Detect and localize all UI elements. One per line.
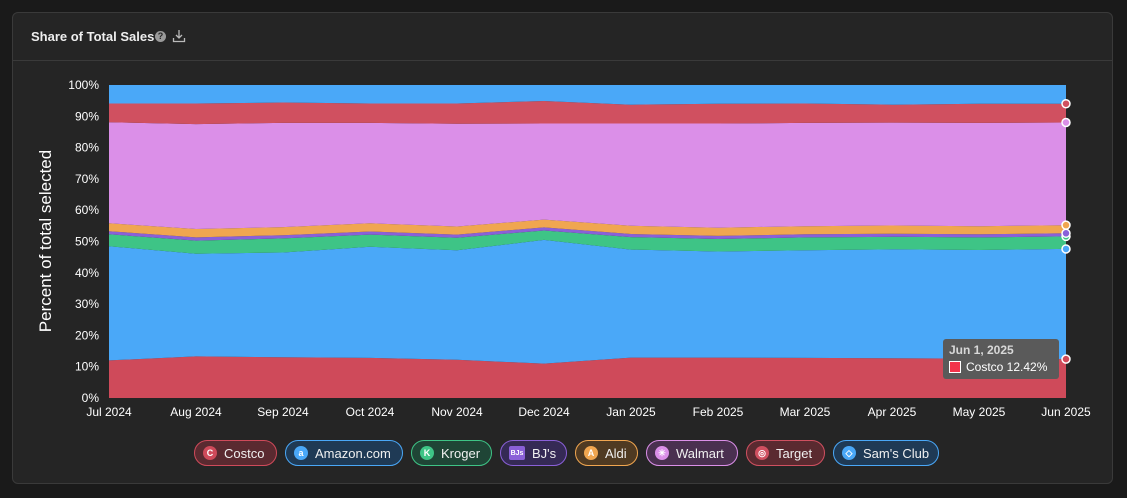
x-tick-label: Jan 2025 — [606, 405, 656, 419]
legend-label: BJ's — [532, 445, 557, 461]
card-header: Share of Total Sales ? — [13, 13, 1112, 61]
x-tick-label: Dec 2024 — [518, 405, 570, 419]
y-tick-label: 80% — [75, 141, 99, 155]
marker-walmart — [1061, 117, 1071, 128]
x-tick-label: Aug 2024 — [170, 405, 222, 419]
y-tick-label: 50% — [75, 235, 99, 249]
area-sam-s-club — [109, 85, 1066, 105]
aldi-logo-icon: A — [584, 446, 598, 460]
legend-label: Sam's Club — [863, 445, 930, 461]
sams-club-logo-icon: ◇ — [842, 446, 856, 460]
x-tick-label: Feb 2025 — [693, 405, 744, 419]
y-tick-label: 100% — [68, 78, 99, 92]
card-title: Share of Total Sales — [31, 29, 155, 44]
area-kroger — [109, 230, 1066, 254]
y-tick-label: 90% — [75, 109, 99, 123]
x-tick-label: Sep 2024 — [257, 405, 309, 419]
bjs-logo-icon: BJs — [509, 446, 525, 460]
legend-item-aldi[interactable]: A Aldi — [575, 440, 638, 466]
area-target — [109, 101, 1066, 125]
y-axis-label: Percent of total selected — [36, 150, 55, 332]
legend-label: Costco — [224, 445, 265, 461]
area-aldi — [109, 219, 1066, 238]
legend-item-amazon-com[interactable]: a Amazon.com — [285, 440, 403, 466]
y-tick-label: 40% — [75, 266, 99, 280]
marker-costco — [1061, 354, 1071, 364]
amazon-logo-icon: a — [294, 446, 308, 460]
walmart-spark-icon: ✳ — [655, 446, 669, 460]
chart-legend: C Costco a Amazon.com K Kroger BJs BJ's A Aldi ✳ Wa… — [0, 440, 1127, 466]
y-tick-label: 30% — [75, 297, 99, 311]
x-tick-label: Jun 2025 — [1041, 405, 1091, 419]
legend-item-walmart[interactable]: ✳ Walmart — [646, 440, 738, 466]
legend-label: Kroger — [441, 445, 481, 461]
area-walmart — [109, 122, 1066, 229]
area-bj-s — [109, 227, 1066, 241]
help-icon[interactable]: ? — [155, 31, 166, 42]
legend-item-target[interactable]: ◎ Target — [746, 440, 825, 466]
marker-bj-s — [1061, 228, 1071, 239]
legend-item-bj-s[interactable]: BJs BJ's — [500, 440, 567, 466]
x-tick-label: Nov 2024 — [431, 405, 483, 419]
legend-label: Amazon.com — [315, 445, 391, 461]
target-bullseye-icon: ◎ — [755, 446, 769, 460]
x-tick-label: Mar 2025 — [780, 405, 831, 419]
area-amazon-com — [109, 239, 1066, 364]
area-costco — [109, 356, 1066, 398]
tooltip-date: Jun 1, 2025 — [949, 343, 1014, 357]
x-tick-label: May 2025 — [953, 405, 1006, 419]
legend-label: Target — [776, 445, 813, 461]
y-tick-label: 20% — [75, 328, 99, 342]
legend-item-sam-s-club[interactable]: ◇ Sam's Club — [833, 440, 939, 466]
marker-target — [1061, 98, 1071, 109]
x-tick-label: Jul 2024 — [86, 405, 132, 419]
marker-aldi — [1061, 220, 1071, 230]
y-tick-label: 60% — [75, 203, 99, 217]
costco-logo-icon: C — [203, 446, 217, 460]
legend-label: Aldi — [605, 445, 627, 461]
tooltip-swatch — [949, 361, 961, 373]
x-tick-label: Oct 2024 — [346, 405, 395, 419]
y-tick-label: 0% — [82, 391, 100, 405]
x-tick-label: Apr 2025 — [868, 405, 917, 419]
legend-item-costco[interactable]: C Costco — [194, 440, 277, 466]
legend-item-kroger[interactable]: K Kroger — [411, 440, 492, 466]
chart-tooltip: Jun 1, 2025 Costco 12.42% — [943, 339, 1059, 379]
y-tick-label: 10% — [75, 360, 99, 374]
legend-label: Walmart — [676, 445, 724, 461]
download-icon[interactable] — [172, 29, 186, 43]
marker-amazon-com — [1061, 244, 1071, 254]
kroger-cart-icon: K — [420, 446, 434, 460]
y-tick-label: 70% — [75, 172, 99, 186]
tooltip-label: Costco 12.42% — [966, 360, 1048, 374]
